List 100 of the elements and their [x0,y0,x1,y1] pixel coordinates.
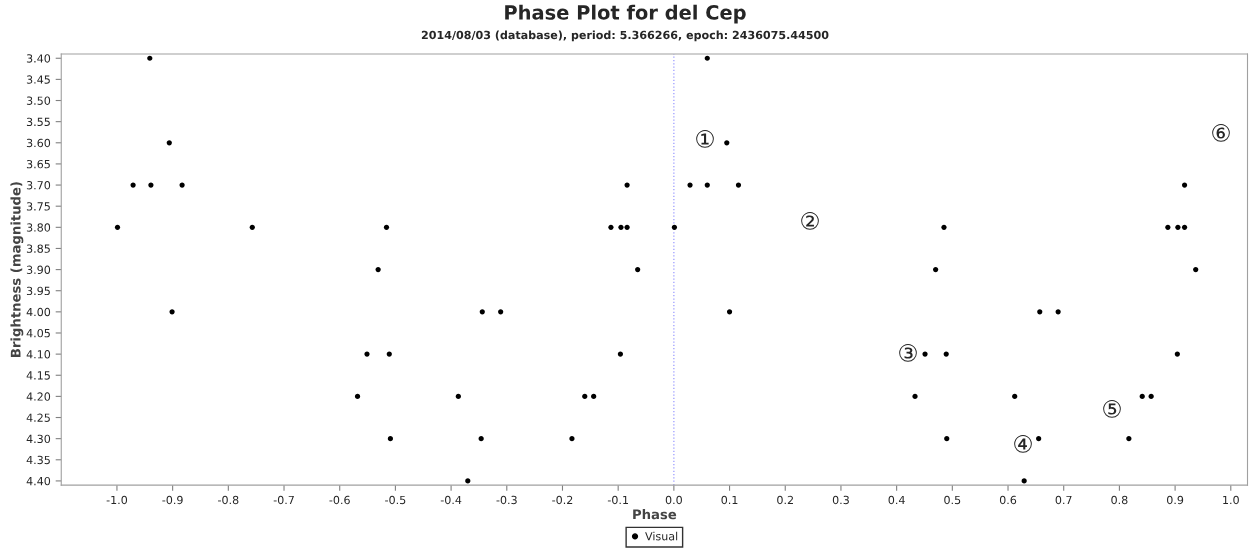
point [591,393,597,399]
point [1148,393,1154,399]
annotation: ② [801,212,819,230]
point [1126,436,1132,442]
y-tick-label: 3.60 [26,138,51,148]
point [635,266,641,273]
x-tick-label: 0.7 [1055,495,1072,505]
point [933,266,939,273]
point [1181,224,1188,230]
x-tick-label: 0.9 [1167,495,1184,505]
x-tick-label: -0.8 [218,495,239,505]
point [383,224,390,230]
point [944,436,950,442]
point [249,224,255,230]
point [617,351,623,357]
point [1012,393,1018,399]
annotation: ③ [899,344,917,362]
annotation: ⑤ [1103,400,1121,418]
point [569,436,575,442]
point [1139,393,1145,399]
y-tick-label: 4.20 [26,392,51,401]
y-axis-title: Brightness (magnitude) [10,182,24,357]
point [1021,478,1027,484]
point [582,393,588,399]
annotation: ① [696,130,714,148]
x-tick-label: -0.4 [440,495,462,505]
x-tick-label: 0.2 [777,495,793,505]
x-tick-label: -0.1 [607,495,628,505]
y-tick-label: 4.30 [26,434,51,444]
point [169,309,175,315]
point [1175,224,1181,230]
annotation: ⑥ [1212,124,1230,142]
x-tick-label: -0.7 [273,495,294,505]
y-tick-label: 4.35 [26,455,50,465]
point [687,182,693,188]
point [671,224,678,230]
point [498,309,504,315]
y-tick-label: 3.50 [26,96,51,105]
y-tick-label: 3.70 [26,181,51,190]
legend-label: Visual [645,531,678,541]
y-tick-label: 3.85 [26,244,50,253]
y-tick-label: 3.40 [26,54,51,63]
x-axis-title: Phase [633,509,677,520]
y-tick-label: 4.05 [26,328,50,338]
point [179,182,185,188]
point [1055,309,1061,315]
point [166,140,172,146]
x-tick-label: -0.3 [496,495,517,505]
y-tick-label: 4.25 [26,413,50,422]
x-tick-label: 0.3 [832,495,849,505]
point [387,436,393,442]
point [478,436,484,442]
x-tick-label: -0.6 [329,495,350,505]
x-tick-label: -0.2 [552,495,573,505]
y-tick-label: 4.40 [26,476,51,486]
point [1036,436,1042,442]
point [608,224,614,230]
y-tick-label: 3.80 [26,223,51,232]
y-tick-label: 3.90 [26,265,51,274]
point [941,224,947,230]
x-tick-label: 0.4 [888,495,905,505]
point [1193,266,1199,273]
x-tick-label: 1.0 [1223,495,1239,505]
chart-title: Phase Plot for del Cep [505,4,746,24]
y-tick-label: 3.95 [26,286,50,296]
x-tick-label: 0.0 [665,495,682,505]
x-tick-label: -0.5 [385,495,406,505]
point [386,351,392,357]
point [114,224,121,230]
y-tick-label: 3.55 [26,117,50,127]
point [704,182,710,188]
point [354,393,361,399]
point [1181,182,1188,188]
point [1165,224,1171,230]
x-tick-label: -0.9 [162,495,183,505]
point [735,182,742,188]
point [726,309,733,315]
x-tick-label: 0.8 [1111,495,1128,505]
x-tick-label: 0.1 [721,495,738,505]
y-tick-label: 4.00 [26,307,51,317]
point [1037,309,1043,315]
x-tick-label: 0.6 [999,495,1017,505]
point [375,266,381,273]
point [465,478,471,484]
y-tick-label: 3.65 [26,159,50,169]
x-tick-label: 0.5 [944,495,961,505]
point [624,224,630,230]
y-tick-label: 4.10 [26,350,51,359]
chart-subtitle: 2014/08/03 (database), period: 5.366266, epoch: 2436075.44500 [421,30,829,42]
x-tick-label: -1.0 [106,495,128,505]
point [1174,351,1180,357]
point [455,393,461,399]
point [618,224,624,230]
point [130,182,136,188]
point [922,351,928,357]
point [912,393,918,399]
point [364,351,370,357]
point [624,182,630,188]
y-tick-label: 4.15 [26,371,50,380]
annotation: ④ [1014,435,1032,453]
